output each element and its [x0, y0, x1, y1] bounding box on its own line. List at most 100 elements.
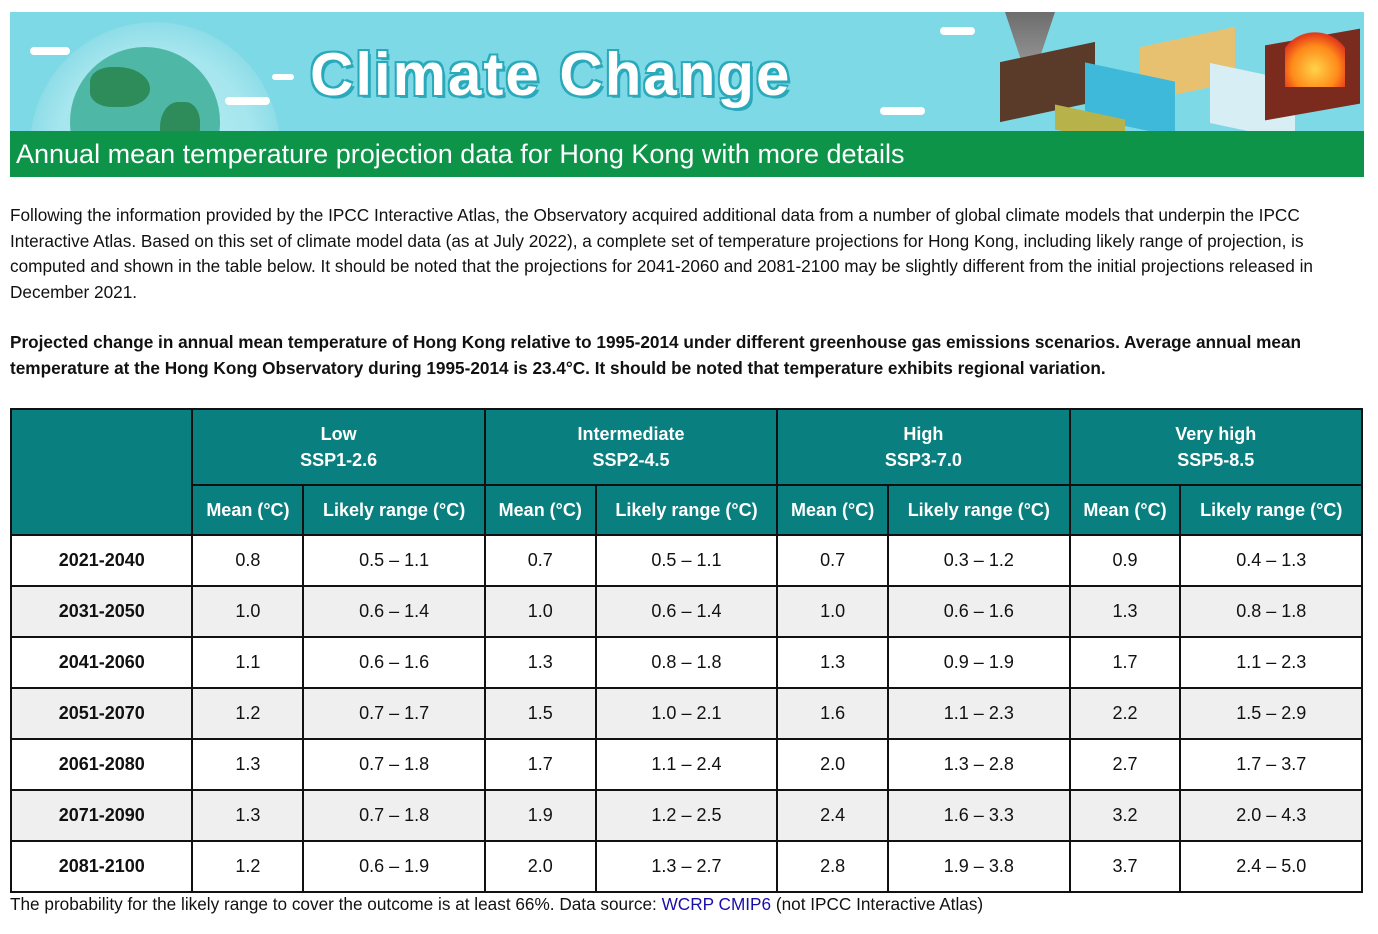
table-row: 2031-2050 1.0 0.6 – 1.4 1.0 0.6 – 1.4 1.0 0.6 …: [9, 585, 1363, 638]
cloud-icon: [880, 107, 925, 115]
likely-range-cell: 1.9 – 3.8: [887, 840, 1071, 893]
mean-cell: 2.8: [776, 840, 890, 893]
likely-range-cell: 0.6 – 1.4: [302, 585, 486, 638]
mean-cell: 2.4: [776, 789, 890, 842]
likely-range-cell: 0.9 – 1.9: [887, 636, 1071, 689]
likely-range-header: Likely range (°C): [302, 484, 486, 536]
likely-range-cell: 1.0 – 2.1: [594, 687, 779, 740]
mean-cell: 3.7: [1068, 840, 1182, 893]
mean-cell: 1.3: [483, 636, 597, 689]
table-row: 2021-2040 0.8 0.5 – 1.1 0.7 0.5 – 1.1 0.7 0.3 …: [9, 534, 1363, 587]
mean-cell: 2.2: [1068, 687, 1182, 740]
mean-cell: 2.0: [483, 840, 597, 893]
data-source-link[interactable]: WCRP CMIP6: [661, 894, 772, 914]
likely-range-cell: 1.1 – 2.3: [1179, 636, 1363, 689]
likely-range-cell: 1.5 – 2.9: [1179, 687, 1363, 740]
mean-cell: 1.0: [191, 585, 305, 638]
table-row: 2071-2090 1.3 0.7 – 1.8 1.9 1.2 – 2.5 2.4 1.6 …: [9, 789, 1363, 842]
footnote-suffix: (not IPCC Interactive Atlas): [771, 894, 984, 914]
likely-range-cell: 1.1 – 2.4: [594, 738, 779, 791]
likely-range-header: Likely range (°C): [1179, 484, 1363, 536]
scenario-header-low: Low SSP1-2.6: [191, 408, 486, 486]
likely-range-cell: 0.6 – 1.9: [302, 840, 486, 893]
fire-icon: [1285, 27, 1345, 87]
period-header: [9, 408, 194, 536]
likely-range-cell: 0.4 – 1.3: [1179, 534, 1363, 587]
likely-range-cell: 0.5 – 1.1: [302, 534, 486, 587]
period-cell: 2061-2080: [9, 738, 194, 791]
intro-paragraph: Following the information provided by th…: [10, 205, 1313, 302]
footnote: The probability for the likely range to …: [10, 894, 983, 915]
likely-range-cell: 0.8 – 1.8: [1179, 585, 1363, 638]
cloud-icon: [225, 97, 270, 105]
mean-header: Mean (°C): [776, 484, 890, 536]
mean-cell: 1.0: [483, 585, 597, 638]
period-cell: 2031-2050: [9, 585, 194, 638]
likely-range-cell: 1.1 – 2.3: [887, 687, 1071, 740]
cloud-icon: [940, 27, 975, 35]
mean-cell: 1.3: [776, 636, 890, 689]
table-caption: Projected change in annual mean temperat…: [10, 332, 1302, 378]
dash-decoration: [272, 74, 294, 80]
scenario-header-very-high: Very high SSP5-8.5: [1068, 408, 1364, 486]
likely-range-cell: 1.6 – 3.3: [887, 789, 1071, 842]
mean-header: Mean (°C): [483, 484, 597, 536]
mean-cell: 1.1: [191, 636, 305, 689]
mean-cell: 1.9: [483, 789, 597, 842]
likely-range-cell: 0.6 – 1.6: [302, 636, 486, 689]
mean-cell: 1.2: [191, 840, 305, 893]
mean-cell: 1.7: [1068, 636, 1182, 689]
page-title: Annual mean temperature projection data …: [16, 139, 905, 169]
mean-header: Mean (°C): [1068, 484, 1182, 536]
likely-range-cell: 0.5 – 1.1: [594, 534, 779, 587]
period-cell: 2051-2070: [9, 687, 194, 740]
mean-cell: 1.2: [191, 687, 305, 740]
likely-range-cell: 1.2 – 2.5: [594, 789, 779, 842]
likely-range-header: Likely range (°C): [887, 484, 1071, 536]
table-row: 2041-2060 1.1 0.6 – 1.6 1.3 0.8 – 1.8 1.3 0.9 …: [9, 636, 1363, 689]
mean-cell: 0.8: [191, 534, 305, 587]
mean-cell: 0.7: [483, 534, 597, 587]
likely-range-cell: 1.7 – 3.7: [1179, 738, 1363, 791]
mean-cell: 2.0: [776, 738, 890, 791]
mean-cell: 1.6: [776, 687, 890, 740]
likely-range-header: Likely range (°C): [594, 484, 779, 536]
likely-range-cell: 2.4 – 5.0: [1179, 840, 1363, 893]
subtitle-bar: Annual mean temperature projection data …: [10, 131, 1364, 177]
table-row: 2061-2080 1.3 0.7 – 1.8 1.7 1.1 – 2.4 2.0 1.3 …: [9, 738, 1363, 791]
banner: Climate Change: [10, 12, 1364, 132]
footnote-text: The probability for the likely range to …: [10, 894, 662, 914]
scenario-header-intermediate: Intermediate SSP2-4.5: [483, 408, 779, 486]
period-cell: 2081-2100: [9, 840, 194, 893]
scenario-header-high: High SSP3-7.0: [776, 408, 1071, 486]
mean-cell: 1.3: [1068, 585, 1182, 638]
period-cell: 2071-2090: [9, 789, 194, 842]
likely-range-cell: 1.3 – 2.7: [594, 840, 779, 893]
cloud-icon: [30, 47, 70, 55]
likely-range-cell: 0.6 – 1.4: [594, 585, 779, 638]
period-cell: 2041-2060: [9, 636, 194, 689]
likely-range-cell: 0.7 – 1.8: [302, 789, 486, 842]
table-row: 2081-2100 1.2 0.6 – 1.9 2.0 1.3 – 2.7 2.8 1.9 …: [9, 840, 1363, 893]
mean-cell: 2.7: [1068, 738, 1182, 791]
likely-range-cell: 0.7 – 1.8: [302, 738, 486, 791]
mean-cell: 1.3: [191, 738, 305, 791]
mean-cell: 1.3: [191, 789, 305, 842]
likely-range-cell: 0.6 – 1.6: [887, 585, 1071, 638]
mean-header: Mean (°C): [191, 484, 305, 536]
projection-table: Low SSP1-2.6 Intermediate SSP2-4.5 High SSP…: [9, 408, 1364, 893]
likely-range-cell: 0.3 – 1.2: [887, 534, 1071, 587]
mean-cell: 1.5: [483, 687, 597, 740]
likely-range-cell: 1.3 – 2.8: [887, 738, 1071, 791]
mean-cell: 3.2: [1068, 789, 1182, 842]
likely-range-cell: 2.0 – 4.3: [1179, 789, 1363, 842]
likely-range-cell: 0.7 – 1.7: [302, 687, 486, 740]
mean-cell: 1.7: [483, 738, 597, 791]
likely-range-cell: 0.8 – 1.8: [594, 636, 779, 689]
mean-cell: 0.7: [776, 534, 890, 587]
mean-cell: 0.9: [1068, 534, 1182, 587]
banner-title: Climate Change: [310, 41, 792, 108]
table-row: 2051-2070 1.2 0.7 – 1.7 1.5 1.0 – 2.1 1.6 1.1 …: [9, 687, 1363, 740]
period-cell: 2021-2040: [9, 534, 194, 587]
mean-cell: 1.0: [776, 585, 890, 638]
